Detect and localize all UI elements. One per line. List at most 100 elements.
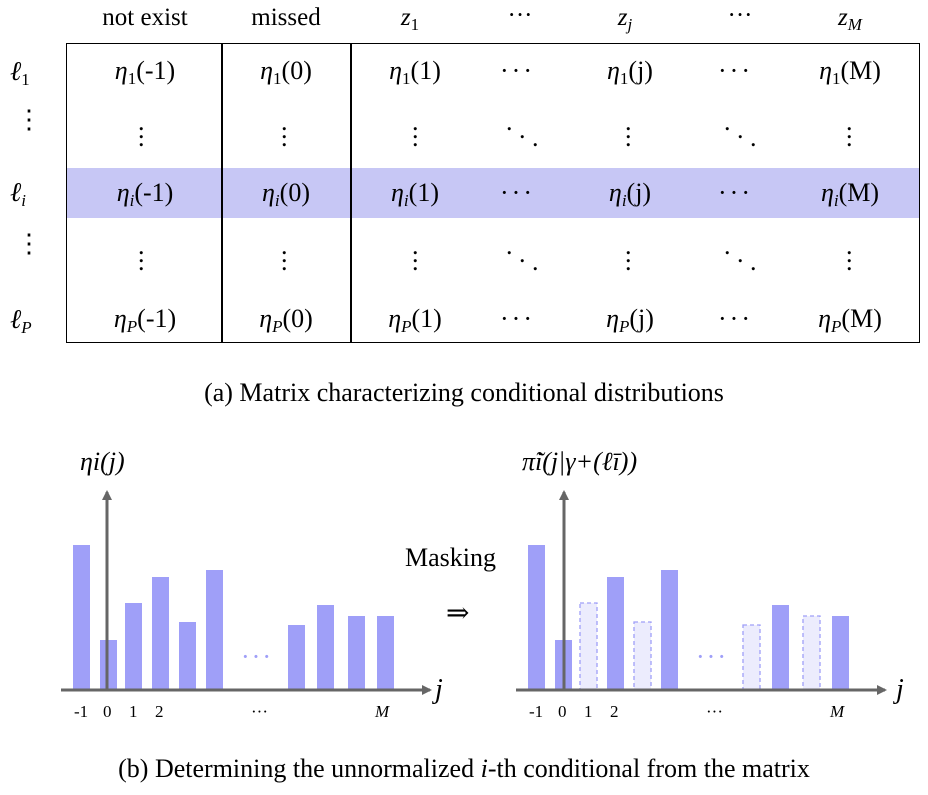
eta-symbol: η <box>819 56 832 85</box>
vdots-4-1: ... <box>138 231 145 276</box>
row-label-1: ℓ1 <box>10 56 30 89</box>
bar <box>288 625 305 690</box>
cell-1-j: η1(j) <box>580 56 680 88</box>
eta-symbol: η <box>391 178 404 207</box>
cell-1-M: η1(M) <box>795 56 905 88</box>
row-label-vdots-1-text: ⋮ <box>16 105 42 134</box>
cell-arg: (M) <box>838 178 880 207</box>
eta-symbol: η <box>389 56 403 85</box>
eta-symbol: η <box>262 178 275 207</box>
eta-symbol: η <box>818 304 832 333</box>
cell-i-j: ηi(j) <box>580 178 680 209</box>
vdots-2-5: ... <box>846 107 853 152</box>
cell-i-1: ηi(1) <box>365 178 465 210</box>
eta-symbol: η <box>388 304 402 333</box>
cell-arg: (0) <box>281 56 312 85</box>
bar <box>348 616 365 690</box>
bar <box>317 605 334 690</box>
cell-1-hdots-1: ··· <box>500 56 535 85</box>
bar <box>661 570 678 690</box>
caption-b-var: i <box>480 754 488 783</box>
vdots-4-5: ... <box>846 231 853 276</box>
vdots-2-1: ... <box>138 107 145 152</box>
header-z1: z1 <box>365 4 455 34</box>
eta-symbol: η <box>114 56 128 85</box>
cell-arg: (j) <box>626 178 652 207</box>
header-ellipsis-1: ··· <box>507 2 533 29</box>
highlighted-row <box>66 168 920 218</box>
masked-bar <box>633 621 652 691</box>
cell-arg: (M) <box>841 304 882 333</box>
header-z1-sub: 1 <box>410 15 420 34</box>
eta-symbol: η <box>113 304 127 333</box>
cell-P-M: ηP(M) <box>795 304 905 335</box>
tick-label: 2 <box>155 702 164 721</box>
cell-arg: (-1) <box>134 178 174 207</box>
vdots-4-2: ... <box>281 231 288 276</box>
bar <box>206 570 223 690</box>
cell-arg: (1) <box>411 304 442 333</box>
cell-arg: (1) <box>408 178 439 207</box>
header-zM-sub: M <box>847 15 862 34</box>
cell-1-1: η1(1) <box>365 56 465 88</box>
bar <box>772 605 789 690</box>
eta-sub: P <box>272 317 283 336</box>
bar <box>377 616 394 690</box>
eta-symbol: η <box>116 178 130 207</box>
cell-P-hdots-1: ··· <box>500 304 535 333</box>
left-chart-title: ηi(j) <box>80 447 125 476</box>
chart-left: ··· -1 0 1 2 ··· M <box>61 490 432 721</box>
cell-P-neg1: ηP(-1) <box>70 304 220 335</box>
row-label-i: ℓi <box>10 177 26 210</box>
column-divider-1 <box>221 43 223 343</box>
caption-b-prefix: (b) Determining the unnormalized <box>118 754 481 783</box>
cell-arg: (0) <box>279 178 310 207</box>
caption-b: (b) Determining the unnormalized i-th co… <box>0 754 928 784</box>
cell-P-1: ηP(1) <box>365 304 465 335</box>
left-x-label: j <box>435 674 443 705</box>
vdots-2-3: ... <box>412 107 419 152</box>
tick-label: 1 <box>584 702 593 721</box>
cell-i-hdots-1: ··· <box>500 178 535 207</box>
masked-bar <box>742 624 761 691</box>
cell-P-j: ηP(j) <box>580 304 680 335</box>
eta-symbol: η <box>606 304 619 333</box>
bar-charts: ···-1 0 1 2 ··· M ···-1 0 1 2 ··· M <box>61 490 887 721</box>
cell-i-0: ηi(0) <box>222 178 350 209</box>
cell-arg: (-1) <box>136 56 176 85</box>
tick-label: 1 <box>129 702 138 721</box>
column-divider-2 <box>350 43 352 343</box>
cell-arg: (-1) <box>137 304 177 333</box>
row-label-i-sub: i <box>21 191 26 210</box>
eta-sub: 1 <box>402 69 411 88</box>
tick-label: ··· <box>706 702 723 721</box>
ddots-4-1: . . . <box>506 231 539 276</box>
cell-i-M: ηi(M) <box>795 178 905 210</box>
ddots-4-2: . . . <box>724 231 757 276</box>
matrix-border <box>66 43 920 343</box>
cell-1-0: η1(0) <box>222 56 350 87</box>
caption-a: (a) Matrix characterizing conditional di… <box>204 378 724 407</box>
tick-label: ··· <box>251 702 268 721</box>
eta-sub: i <box>129 191 135 210</box>
eta-symbol: η <box>607 56 620 85</box>
right-x-label: j <box>896 674 904 705</box>
masked-bar <box>802 615 821 691</box>
masked-bar <box>579 602 598 691</box>
eta-sub: 1 <box>127 69 137 88</box>
caption-b-suffix: -th conditional from the matrix <box>487 754 810 783</box>
tick-label: -1 <box>74 702 88 721</box>
eta-sub: i <box>403 191 409 210</box>
eta-symbol: η <box>260 56 274 85</box>
eta-symbol: η <box>259 304 273 333</box>
row-label-1-sub: 1 <box>21 70 30 89</box>
tick-label: 2 <box>610 702 619 721</box>
bar <box>528 545 545 690</box>
vdots-4-3: ... <box>412 231 419 276</box>
row-label-i-base: ℓ <box>10 177 22 207</box>
vdots-4-4: ... <box>625 231 632 276</box>
tick-label: 0 <box>103 702 112 721</box>
eta-sub: i <box>833 191 839 210</box>
eta-sub: 1 <box>831 69 841 88</box>
eta-sub: 1 <box>619 69 629 88</box>
